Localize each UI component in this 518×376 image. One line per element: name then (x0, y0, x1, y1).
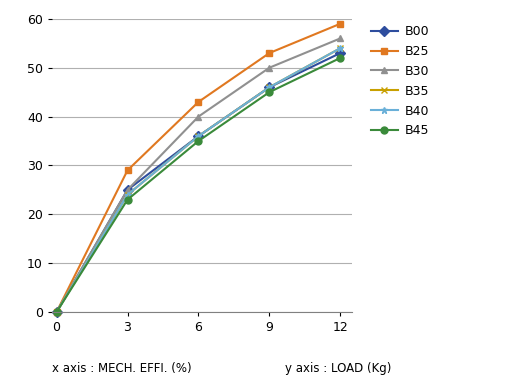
B45 (195, 139, 202, 143)
Line: B40: B40 (53, 45, 344, 315)
B35 (266, 85, 272, 89)
B35 (337, 46, 343, 50)
B30 (266, 65, 272, 70)
B40 (266, 85, 272, 89)
B25 (337, 21, 343, 26)
B45 (53, 310, 60, 314)
B45 (266, 90, 272, 94)
B40 (195, 134, 202, 138)
Line: B30: B30 (53, 35, 344, 315)
Line: B45: B45 (53, 55, 344, 315)
B25 (124, 168, 131, 173)
B30 (195, 114, 202, 119)
Text: y axis : LOAD (Kg): y axis : LOAD (Kg) (285, 362, 391, 375)
B25 (266, 51, 272, 55)
Line: B25: B25 (53, 20, 344, 315)
B40 (124, 193, 131, 197)
Line: B00: B00 (53, 50, 344, 315)
B35 (195, 134, 202, 138)
B00 (124, 188, 131, 192)
B30 (53, 310, 60, 314)
B00 (195, 134, 202, 138)
B35 (124, 193, 131, 197)
B40 (53, 310, 60, 314)
B25 (53, 310, 60, 314)
Legend: B00, B25, B30, B35, B40, B45: B00, B25, B30, B35, B40, B45 (370, 25, 429, 137)
B30 (337, 36, 343, 41)
B35 (53, 310, 60, 314)
B40 (337, 46, 343, 50)
B00 (53, 310, 60, 314)
B00 (266, 85, 272, 89)
B25 (195, 100, 202, 104)
B45 (124, 197, 131, 202)
Line: B35: B35 (53, 45, 344, 315)
B00 (337, 51, 343, 55)
B30 (124, 188, 131, 192)
Text: x axis : MECH. EFFI. (%): x axis : MECH. EFFI. (%) (52, 362, 192, 375)
B45 (337, 56, 343, 60)
